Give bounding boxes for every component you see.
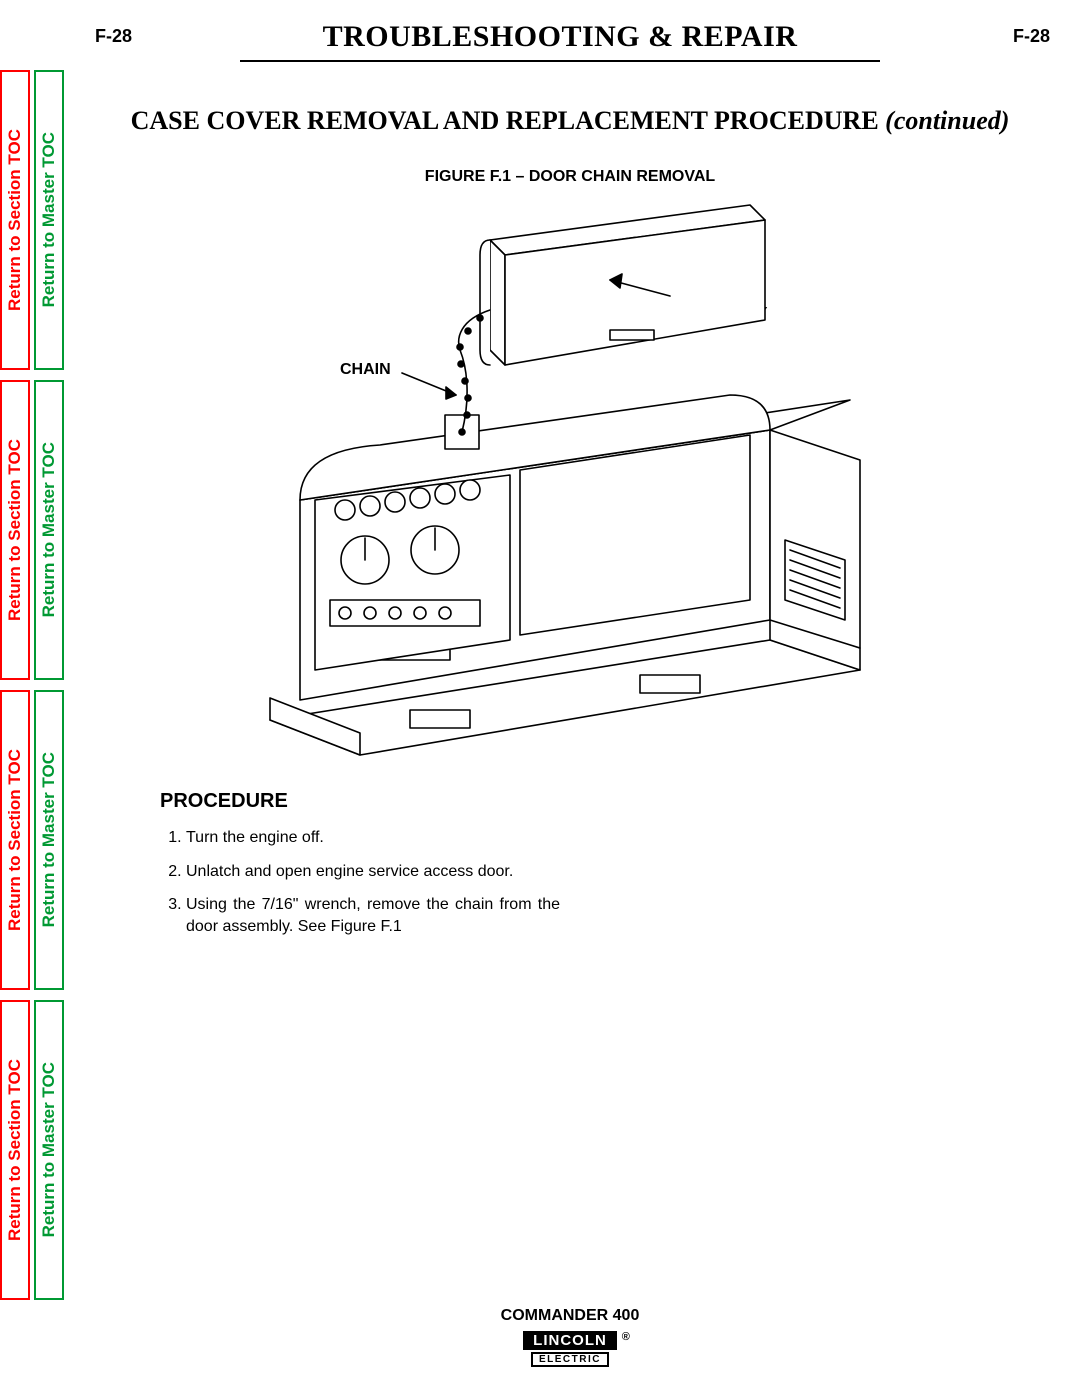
section-title-suffix: (continued) [885, 106, 1009, 135]
side-tab-label: Return to Section TOC [5, 129, 25, 311]
figure-caption: FIGURE F.1 – DOOR CHAIN REMOVAL [90, 168, 1050, 186]
procedure-heading: PROCEDURE [160, 790, 560, 813]
figure-illustration [210, 200, 910, 760]
procedure-step: Using the 7/16" wrench, remove the chain… [186, 894, 560, 937]
page-code-right: F-28 [1013, 26, 1050, 47]
procedure-block: PROCEDURE Turn the engine off. Unlatch a… [160, 790, 560, 949]
return-master-toc-link[interactable]: Return to Master TOC [34, 70, 64, 370]
brand-top: LINCOLN [523, 1331, 617, 1350]
machine-line-art [210, 200, 910, 760]
procedure-step: Unlatch and open engine service access d… [186, 861, 560, 883]
page-footer: COMMANDER 400 LINCOLN ELECTRIC [90, 1307, 1050, 1367]
section-title-main: CASE COVER REMOVAL AND REPLACEMENT PROCE… [131, 106, 886, 135]
main-title: TROUBLESHOOTING & REPAIR [240, 20, 880, 54]
section-title: CASE COVER REMOVAL AND REPLACEMENT PROCE… [90, 106, 1050, 136]
return-section-toc-link[interactable]: Return to Section TOC [0, 690, 30, 990]
side-tab-label: Return to Master TOC [39, 1062, 59, 1237]
return-master-toc-link[interactable]: Return to Master TOC [34, 690, 64, 990]
side-tab-label: Return to Master TOC [39, 132, 59, 307]
side-tab-label: Return to Section TOC [5, 749, 25, 931]
return-master-toc-link[interactable]: Return to Master TOC [34, 1000, 64, 1300]
side-tab-label: Return to Master TOC [39, 442, 59, 617]
brand-logo: LINCOLN ELECTRIC [523, 1331, 617, 1367]
return-section-toc-link[interactable]: Return to Section TOC [0, 70, 30, 370]
footer-model: COMMANDER 400 [90, 1307, 1050, 1325]
procedure-step: Turn the engine off. [186, 827, 560, 849]
side-tab-label: Return to Section TOC [5, 439, 25, 621]
return-master-toc-link[interactable]: Return to Master TOC [34, 380, 64, 680]
side-tab-label: Return to Section TOC [5, 1059, 25, 1241]
return-section-toc-link[interactable]: Return to Section TOC [0, 380, 30, 680]
main-title-wrap: TROUBLESHOOTING & REPAIR [240, 20, 880, 62]
title-rule [240, 60, 880, 62]
page-code-left: F-28 [95, 26, 132, 47]
side-tab-label: Return to Master TOC [39, 752, 59, 927]
page: Return to Section TOC Return to Master T… [0, 0, 1080, 1397]
brand-bottom: ELECTRIC [531, 1352, 609, 1367]
return-section-toc-link[interactable]: Return to Section TOC [0, 1000, 30, 1300]
procedure-list: Turn the engine off. Unlatch and open en… [160, 827, 560, 937]
